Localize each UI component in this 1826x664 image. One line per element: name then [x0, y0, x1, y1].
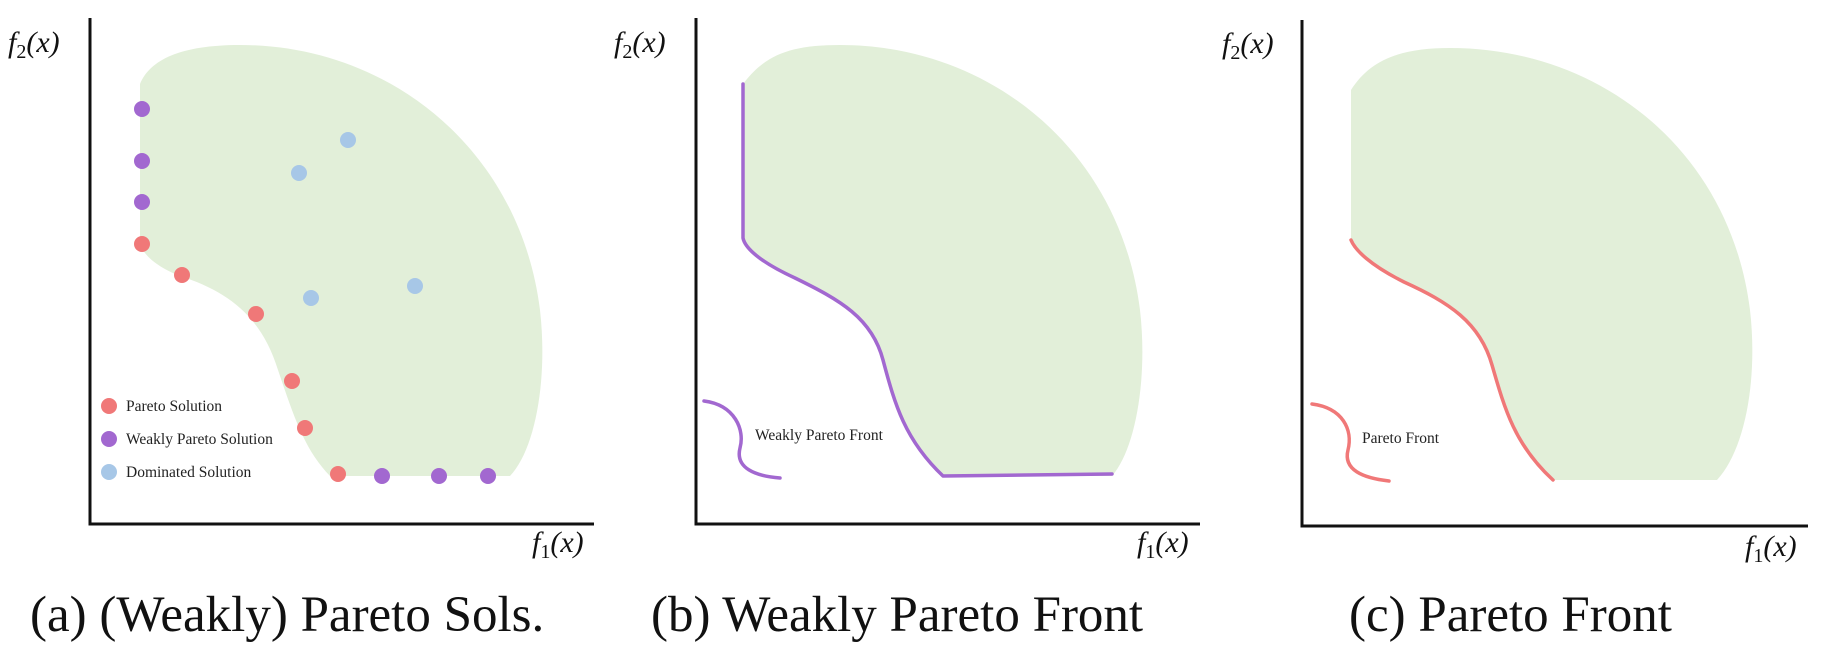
weakly-pareto-solutions — [134, 101, 496, 484]
legend-item-pareto: Pareto Solution — [101, 398, 222, 415]
panel-caption: (c) Pareto Front — [1349, 587, 1672, 643]
weakly-pareto-solution-point — [134, 194, 150, 210]
dominated-solution-point — [291, 165, 307, 181]
pareto-solution-point — [134, 236, 150, 252]
curve-legend-sample — [702, 399, 782, 480]
pareto-front-curve — [1349, 238, 1555, 482]
x-axis-title: f1(x) — [1745, 530, 1797, 567]
pareto-solution-point — [248, 306, 264, 322]
weakly-pareto-solution-point — [134, 101, 150, 117]
feasible-region — [743, 45, 1143, 476]
feasible-region — [140, 45, 543, 476]
weakly-pareto-solution-point — [134, 153, 150, 169]
legend-marker-weakly-pareto — [101, 431, 117, 447]
pareto-solution-point — [330, 466, 346, 482]
legend-item-dominated: Dominated Solution — [101, 464, 252, 481]
weakly-pareto-solution-point — [431, 468, 447, 484]
curve-legend-sample — [1310, 402, 1391, 483]
pareto-solution-point — [284, 373, 300, 389]
dominated-solutions — [291, 132, 423, 306]
pareto-solution-point — [174, 267, 190, 283]
pareto-solutions — [134, 236, 346, 482]
x-axis-title: f1(x) — [1137, 526, 1189, 563]
axes — [694, 18, 1200, 526]
curve-label: Weakly Pareto Front — [755, 427, 884, 444]
weakly-pareto-solution-point — [480, 468, 496, 484]
curve-label: Pareto Front — [1362, 430, 1440, 447]
legend-label: Dominated Solution — [126, 464, 252, 481]
legend-marker-dominated — [101, 464, 117, 480]
panel-caption: (b) Weakly Pareto Front — [651, 587, 1143, 643]
panel-b: Weakly Pareto Front f2(x) f1(x) (b) Weak… — [614, 18, 1200, 643]
feasible-region — [1351, 48, 1753, 480]
y-axis-title: f2(x) — [8, 26, 60, 63]
legend-item-weakly-pareto: Weakly Pareto Solution — [101, 431, 273, 448]
legend: Pareto Solution Weakly Pareto Solution D… — [101, 398, 273, 481]
panel-a: Pareto Solution Weakly Pareto Solution D… — [8, 18, 594, 643]
legend-marker-pareto — [101, 398, 117, 414]
panel-caption: (a) (Weakly) Pareto Sols. — [30, 587, 544, 643]
panel-c: Pareto Front f2(x) f1(x) (c) Pareto Fron… — [1222, 20, 1808, 643]
dominated-solution-point — [340, 132, 356, 148]
legend-label: Pareto Solution — [126, 398, 222, 415]
weakly-pareto-solution-point — [374, 468, 390, 484]
pareto-solution-point — [297, 420, 313, 436]
y-axis-title: f2(x) — [1222, 27, 1274, 64]
y-axis-title: f2(x) — [614, 26, 666, 63]
dominated-solution-point — [407, 278, 423, 294]
dominated-solution-point — [303, 290, 319, 306]
x-axis-title: f1(x) — [532, 526, 584, 563]
axes — [88, 18, 594, 526]
axes — [1300, 20, 1808, 528]
weakly-pareto-front-curve — [741, 82, 1114, 478]
legend-label: Weakly Pareto Solution — [126, 431, 273, 448]
